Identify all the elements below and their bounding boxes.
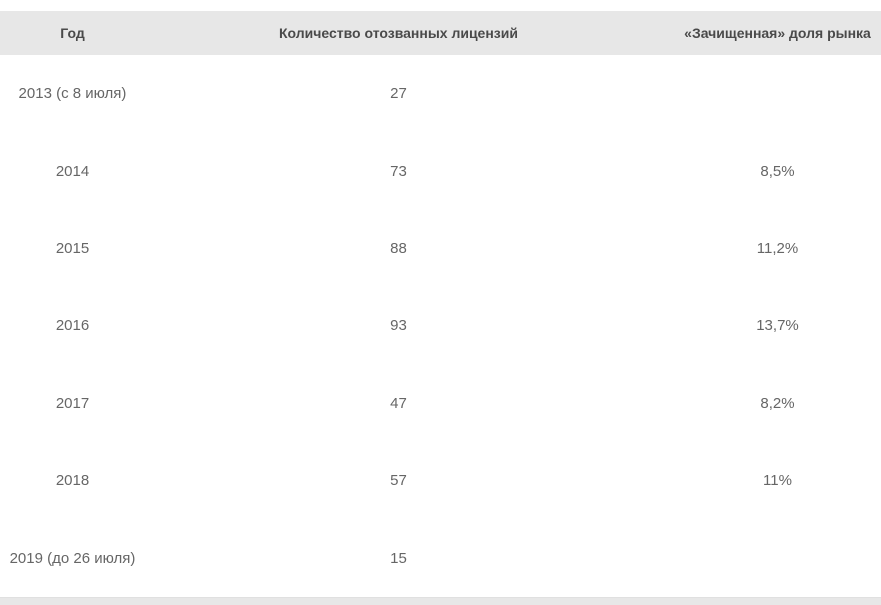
year-cell: 2014 bbox=[0, 132, 145, 210]
count-cell: 15 bbox=[145, 519, 652, 597]
count-cell: 73 bbox=[145, 132, 652, 210]
table-header: Год Количество отозванных лицензий «Зачи… bbox=[0, 11, 881, 55]
year-cell: 2019 (до 26 июля) bbox=[0, 519, 145, 597]
share-cell bbox=[652, 55, 881, 133]
share-cell: 8,2% bbox=[652, 364, 881, 442]
table-body: 2013 (с 8 июля) 27 2014 73 8,5% 2015 88 … bbox=[0, 55, 881, 597]
header-row: Год Количество отозванных лицензий «Зачи… bbox=[0, 11, 881, 55]
table-row: 2015 88 11,2% bbox=[0, 209, 881, 288]
header-cell-year: Год bbox=[0, 11, 145, 55]
table-row: 2016 93 13,7% bbox=[0, 287, 881, 365]
count-cell: 27 bbox=[145, 55, 652, 133]
header-cell-count: Количество отозванных лицензий bbox=[145, 11, 652, 55]
table-row: 2014 73 8,5% bbox=[0, 132, 881, 210]
count-cell: 88 bbox=[145, 209, 652, 288]
year-cell: 2015 bbox=[0, 209, 145, 288]
year-cell: 2018 bbox=[0, 441, 145, 520]
count-cell: 47 bbox=[145, 364, 652, 442]
licenses-table: Год Количество отозванных лицензий «Зачи… bbox=[0, 11, 881, 597]
year-cell: 2016 bbox=[0, 287, 145, 365]
count-cell: 57 bbox=[145, 441, 652, 520]
year-cell: 2017 bbox=[0, 364, 145, 442]
count-cell: 93 bbox=[145, 287, 652, 365]
share-cell: 11% bbox=[652, 441, 881, 520]
share-cell: 8,5% bbox=[652, 132, 881, 210]
table-row: 2013 (с 8 июля) 27 bbox=[0, 55, 881, 133]
table-row: 2018 57 11% bbox=[0, 441, 881, 520]
share-cell: 11,2% bbox=[652, 209, 881, 288]
table-row: 2017 47 8,2% bbox=[0, 364, 881, 442]
table-row: 2019 (до 26 июля) 15 bbox=[0, 519, 881, 597]
header-cell-share: «Зачищенная» доля рынка bbox=[652, 11, 881, 55]
footer-band bbox=[0, 596, 881, 605]
year-cell: 2013 (с 8 июля) bbox=[0, 55, 145, 133]
share-cell: 13,7% bbox=[652, 287, 881, 365]
top-gap bbox=[0, 0, 881, 11]
share-cell bbox=[652, 519, 881, 597]
